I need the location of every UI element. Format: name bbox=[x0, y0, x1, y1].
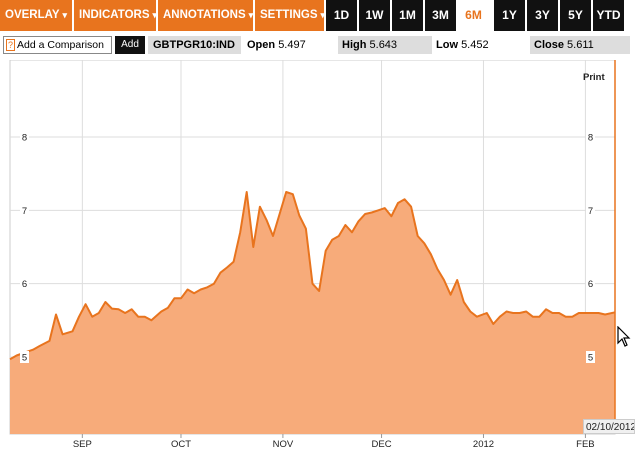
x-tick-label: OCT bbox=[171, 439, 191, 450]
low-stat: Low 5.452 bbox=[436, 36, 526, 54]
chart-toolbar: OVERLAY ▾ INDICATORS ▾ ANNOTATIONS ▾ SETTIN… bbox=[0, 0, 639, 31]
range-ytd-button[interactable]: YTD bbox=[593, 0, 624, 31]
overlay-menu[interactable]: OVERLAY ▾ bbox=[0, 0, 72, 31]
add-comparison-placeholder: Add a Comparison bbox=[17, 39, 104, 51]
y-tick-label-right: 6 bbox=[588, 279, 593, 290]
x-tick-label: FEB bbox=[576, 439, 594, 450]
ticker-symbol: GBTPGR10:IND bbox=[148, 36, 241, 54]
y-tick-label-bg bbox=[20, 204, 29, 217]
indicators-menu[interactable]: INDICATORS ▾ bbox=[74, 0, 158, 31]
price-line bbox=[9, 191, 616, 361]
x-tick-label: 2012 bbox=[473, 439, 494, 450]
chevron-down-icon: ▾ bbox=[62, 10, 68, 20]
print-link[interactable]: Print bbox=[583, 72, 605, 83]
close-label: Close bbox=[534, 39, 564, 51]
price-area bbox=[10, 192, 615, 434]
overlay-menu-label: OVERLAY bbox=[5, 9, 60, 21]
y-tick-label-left: 7 bbox=[22, 206, 27, 217]
chevron-down-icon: ▾ bbox=[320, 10, 326, 20]
x-tick-label: DEC bbox=[372, 439, 392, 450]
help-icon[interactable]: ? bbox=[6, 39, 16, 51]
range-3m-button[interactable]: 3M bbox=[425, 0, 456, 31]
add-comparison-input[interactable]: ? Add a Comparison bbox=[3, 36, 112, 54]
open-label: Open bbox=[247, 39, 276, 51]
open-value: 5.497 bbox=[278, 39, 306, 51]
range-1w-button[interactable]: 1W bbox=[359, 0, 390, 31]
y-tick-label-bg bbox=[20, 131, 29, 143]
quote-info-bar: ? Add a Comparison Add GBTPGR10:IND Open … bbox=[0, 33, 639, 57]
annotations-menu-label: ANNOTATIONS bbox=[163, 9, 246, 21]
range-5y-button[interactable]: 5Y bbox=[560, 0, 591, 31]
chevron-down-icon: ▾ bbox=[152, 10, 158, 20]
range-1d-button[interactable]: 1D bbox=[326, 0, 357, 31]
close-value: 5.611 bbox=[567, 39, 594, 51]
low-value: 5.452 bbox=[461, 39, 489, 51]
y-tick-label-bg bbox=[586, 277, 595, 290]
y-tick-label-right: 8 bbox=[588, 133, 593, 144]
y-tick-label-bg bbox=[586, 131, 595, 143]
y-tick-label-left: 6 bbox=[22, 279, 27, 290]
open-stat: Open 5.497 bbox=[247, 36, 335, 54]
range-1m-button[interactable]: 1M bbox=[392, 0, 423, 31]
settings-menu[interactable]: SETTINGS ▾ bbox=[255, 0, 326, 31]
y-tick-label-bg bbox=[20, 277, 29, 290]
y-tick-label-left: 8 bbox=[22, 133, 27, 144]
y-tick-label-bg bbox=[586, 204, 595, 217]
x-tick-label: NOV bbox=[273, 439, 294, 450]
add-comparison-button[interactable]: Add bbox=[115, 36, 145, 54]
mouse-cursor-icon bbox=[617, 326, 631, 347]
low-label: Low bbox=[436, 39, 458, 51]
y-tick-label-right: 7 bbox=[588, 206, 593, 217]
y-tick-label-right: 5 bbox=[588, 353, 593, 364]
close-stat: Close 5.611 bbox=[530, 36, 630, 54]
y-tick-label-bg bbox=[20, 351, 29, 363]
chevron-down-icon: ▾ bbox=[248, 10, 254, 20]
y-tick-label-left: 5 bbox=[22, 353, 27, 364]
x-tick-label: SEP bbox=[73, 439, 92, 450]
y-tick-label-bg bbox=[586, 351, 595, 363]
high-label: High bbox=[342, 39, 367, 51]
high-value: 5.643 bbox=[369, 39, 398, 51]
date-badge: 02/10/2012 bbox=[583, 419, 635, 434]
settings-menu-label: SETTINGS bbox=[260, 9, 318, 21]
indicators-menu-label: INDICATORS bbox=[79, 9, 150, 21]
range-6m-button[interactable]: 6M bbox=[458, 0, 489, 31]
range-1y-button[interactable]: 1Y bbox=[494, 0, 525, 31]
high-stat: High 5.643 bbox=[338, 36, 432, 54]
price-chart[interactable]: SEP OCT NOV DEC 2012 FEB 5 5 6 6 7 7 8 8 bbox=[0, 59, 639, 451]
range-3y-button[interactable]: 3Y bbox=[527, 0, 558, 31]
annotations-menu[interactable]: ANNOTATIONS ▾ bbox=[158, 0, 253, 31]
chart-area[interactable]: SEP OCT NOV DEC 2012 FEB 5 5 6 6 7 7 8 8 bbox=[0, 59, 639, 456]
